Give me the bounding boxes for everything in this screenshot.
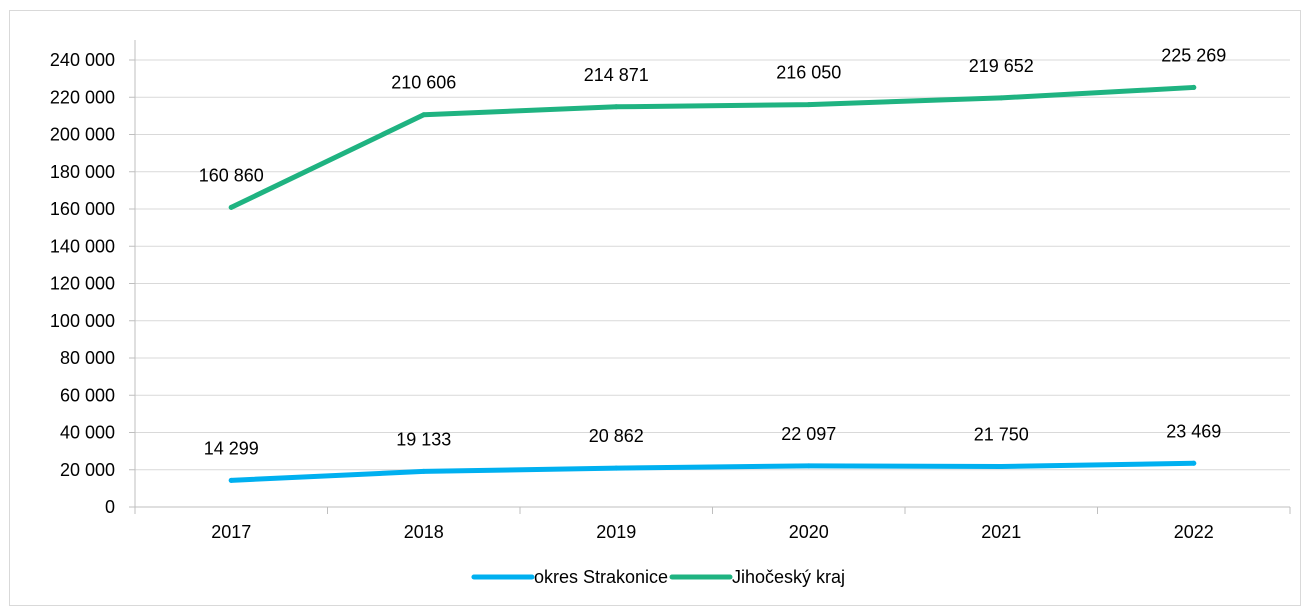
y-tick-label: 160 000 [50, 199, 115, 219]
legend: okres Strakonice Jihočeský kraj [471, 567, 845, 587]
y-tick-label: 20 000 [60, 460, 115, 480]
data-point [613, 465, 619, 471]
y-tick-label: 60 000 [60, 385, 115, 405]
data-label: 19 133 [396, 429, 451, 449]
axes: 0 20 000 40 000 60 000 80 000 100 000 120 000 1… [50, 40, 1291, 542]
y-tick-label: 0 [105, 497, 115, 517]
y-tick-label: 100 000 [50, 311, 115, 331]
x-tick-label: 2021 [981, 522, 1021, 542]
y-tick-label: 180 000 [50, 162, 115, 182]
series-line-1 [228, 84, 1197, 210]
gridlines [135, 59, 1290, 471]
data-labels: 14 299 19 133 20 862 22 097 21 750 23 469 160 … [199, 45, 1227, 458]
x-tick-label: 2018 [404, 522, 444, 542]
y-tick-label: 220 000 [50, 87, 115, 107]
data-label: 22 097 [781, 424, 836, 444]
data-point [1191, 84, 1197, 90]
y-tick-label: 120 000 [50, 274, 115, 294]
series-line-0 [228, 460, 1197, 483]
data-label: 219 652 [969, 56, 1034, 76]
data-label: 210 606 [391, 73, 456, 93]
series-lines [228, 84, 1197, 483]
x-tick-label: 2019 [596, 522, 636, 542]
data-label: 214 871 [584, 65, 649, 85]
x-tick-label: 2022 [1174, 522, 1214, 542]
y-tick-label: 80 000 [60, 348, 115, 368]
data-point [1191, 460, 1197, 466]
data-point [613, 104, 619, 110]
data-point [421, 112, 427, 118]
y-tick-label: 140 000 [50, 236, 115, 256]
y-tick-label: 40 000 [60, 423, 115, 443]
data-point [421, 468, 427, 474]
data-label: 23 469 [1166, 421, 1221, 441]
data-label: 216 050 [776, 63, 841, 83]
data-label: 21 750 [974, 424, 1029, 444]
data-label: 225 269 [1161, 45, 1226, 65]
data-point [998, 463, 1004, 469]
data-point [228, 204, 234, 210]
x-tick-label: 2017 [211, 522, 251, 542]
data-label: 20 862 [589, 426, 644, 446]
data-label: 160 860 [199, 165, 264, 185]
data-point [806, 102, 812, 108]
legend-label: Jihočeský kraj [732, 567, 845, 587]
legend-label: okres Strakonice [534, 567, 668, 587]
data-point [998, 95, 1004, 101]
data-point [228, 477, 234, 483]
data-label: 14 299 [204, 438, 259, 458]
data-point [806, 463, 812, 469]
y-tick-label: 240 000 [50, 50, 115, 70]
y-tick-label: 200 000 [50, 125, 115, 145]
x-tick-label: 2020 [789, 522, 829, 542]
